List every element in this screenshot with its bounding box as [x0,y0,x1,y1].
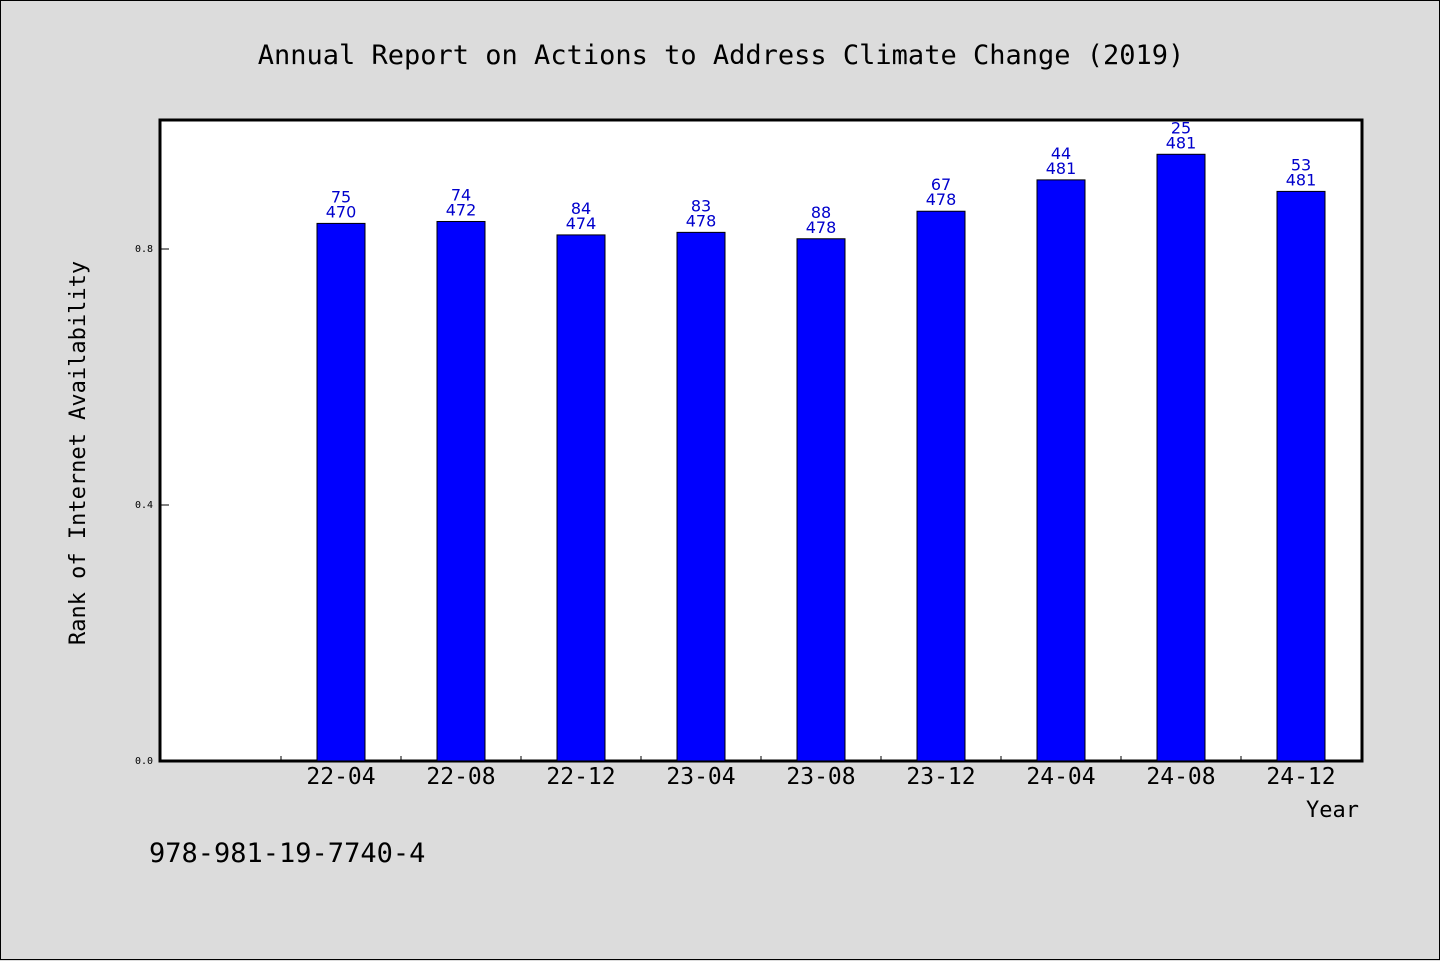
y-tick-label: 0.0 [135,756,153,767]
bar [316,222,366,762]
bar [436,220,486,762]
bar-total-label: 478 [806,218,837,237]
bar [556,234,606,762]
x-tick-label: 24-12 [1266,764,1335,790]
bar-rank-label: 44 [1051,144,1071,163]
bar-rank-label: 67 [931,175,951,194]
bar [1156,153,1206,762]
bar [1276,190,1326,762]
isbn-label: 978-981-19-7740-4 [149,838,425,869]
x-tick-label: 24-08 [1146,764,1215,790]
x-tick-label: 23-04 [666,764,735,790]
bar-total-label: 470 [326,202,357,221]
x-tick-label: 22-04 [306,764,375,790]
bar-rank-label: 75 [331,187,351,206]
bar-total-label: 472 [446,200,477,219]
x-axis-label: Year [1306,798,1359,823]
bar [796,238,846,762]
bar-rank-label: 88 [811,203,831,222]
y-tick-label: 0.8 [135,244,153,255]
y-tick-label: 0.4 [135,500,153,511]
y-axis-label: Rank of Internet Availability [66,261,91,645]
x-tick-label: 23-12 [906,764,975,790]
bar-rank-label: 53 [1291,155,1311,174]
bar-rank-label: 83 [691,196,711,215]
bar-rank-label: 74 [451,185,471,204]
bar-total-label: 481 [1286,170,1317,189]
bar-total-label: 478 [686,211,717,230]
bar [1036,179,1086,762]
bar-total-label: 478 [926,190,957,209]
x-tick-label: 22-12 [546,764,615,790]
bar-rank-label: 25 [1171,118,1191,137]
x-tick-label: 23-08 [786,764,855,790]
bar [916,210,966,762]
bar-total-label: 481 [1046,159,1077,178]
bar-total-label: 474 [566,214,597,233]
bar-total-label: 481 [1166,133,1197,152]
bar [676,231,726,762]
chart-title: Annual Report on Actions to Address Clim… [258,40,1185,71]
x-tick-label: 24-04 [1026,764,1095,790]
bar-rank-label: 84 [571,199,591,218]
x-tick-label: 22-08 [426,764,495,790]
